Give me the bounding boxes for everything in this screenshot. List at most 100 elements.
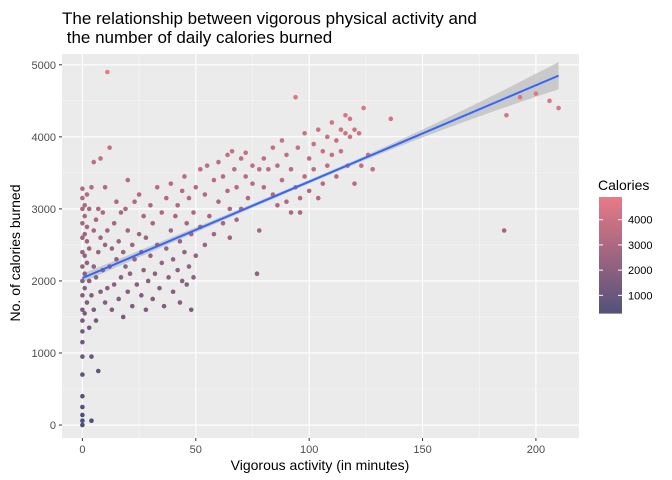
data-point [211, 177, 217, 183]
legend-color-segment [599, 275, 622, 279]
data-point [170, 257, 176, 262]
data-point [211, 231, 217, 237]
data-point [256, 166, 262, 172]
data-point [157, 285, 162, 291]
data-point [109, 307, 115, 313]
data-point [80, 264, 85, 269]
y-tick-label: 2000 [32, 276, 56, 288]
chart-title-line-2: the number of daily calories burned [62, 28, 332, 47]
data-point [125, 177, 131, 183]
data-point [143, 235, 149, 241]
data-point [261, 184, 267, 190]
data-point [159, 260, 165, 266]
legend-color-segment [599, 247, 622, 251]
data-point [177, 300, 183, 305]
data-point [84, 260, 90, 266]
data-point [343, 130, 348, 136]
data-point [114, 199, 119, 204]
legend-labels: 4000 3000 2000 1000 [628, 215, 652, 303]
data-point [91, 159, 97, 165]
data-point [270, 145, 276, 150]
data-point [179, 278, 185, 284]
x-tick-label: 200 [527, 444, 545, 456]
data-point [266, 166, 271, 172]
data-point [293, 94, 298, 100]
data-point [306, 156, 312, 161]
data-point [193, 184, 199, 190]
data-point [123, 264, 128, 269]
data-point [288, 166, 294, 172]
major-gridlines [62, 54, 579, 438]
data-point [352, 127, 357, 132]
data-point [245, 195, 251, 201]
data-point [275, 202, 280, 208]
data-point [279, 138, 285, 143]
data-point [129, 242, 135, 248]
data-point [80, 195, 85, 201]
data-point [89, 184, 94, 190]
data-point [84, 192, 90, 197]
data-point [347, 134, 353, 140]
data-point [102, 300, 108, 305]
data-point [100, 210, 106, 215]
data-point [141, 267, 146, 273]
legend-color-segment [599, 232, 622, 236]
data-point [82, 271, 87, 277]
data-point [80, 393, 85, 399]
data-point [256, 228, 262, 233]
legend-color-segment [599, 255, 622, 259]
data-point [132, 257, 137, 262]
legend-color-segment [599, 237, 622, 241]
data-point [80, 186, 85, 192]
data-point [95, 206, 101, 212]
legend-color-segment [599, 302, 622, 307]
data-point [125, 289, 131, 295]
data-point [86, 278, 92, 284]
data-point [175, 267, 180, 273]
data-point [80, 422, 85, 428]
data-point [188, 307, 194, 313]
data-point [118, 210, 124, 215]
data-point [84, 239, 90, 244]
data-point [93, 275, 99, 280]
data-point [82, 202, 87, 208]
legend-color-segment [599, 272, 622, 276]
legend-color-segment [599, 244, 622, 249]
data-point [91, 228, 97, 233]
data-point [80, 339, 85, 345]
legend-color-segment [599, 214, 622, 218]
legend-color-segment [599, 257, 622, 261]
legend-color-segment [599, 219, 622, 223]
data-point [170, 289, 176, 295]
y-axis-title: No. of calories burned [7, 185, 23, 322]
data-point [334, 138, 339, 143]
data-point [388, 116, 394, 122]
data-point [338, 148, 344, 154]
legend-color-segment [599, 297, 622, 301]
data-point [329, 120, 335, 125]
y-tick-label: 5000 [32, 60, 56, 72]
data-point [311, 166, 316, 172]
legend-color-segment [599, 260, 622, 264]
data-point [334, 174, 339, 179]
data-point [134, 282, 140, 287]
data-point [109, 246, 115, 251]
data-point [84, 224, 90, 230]
data-point [501, 228, 507, 233]
data-point [111, 221, 117, 226]
data-point [284, 199, 289, 204]
legend-color-segment [599, 280, 622, 284]
legend-label: 3000 [628, 240, 652, 252]
data-point [547, 98, 552, 104]
data-point [173, 213, 178, 219]
data-point [164, 246, 169, 251]
legend-color-segment [599, 295, 622, 299]
legend-color-segment [599, 229, 622, 233]
data-point [98, 289, 103, 295]
data-point [111, 282, 117, 287]
data-point [80, 307, 85, 313]
data-point [139, 293, 144, 298]
legend-color-segment [599, 227, 622, 231]
legend-color-segment [599, 300, 622, 304]
data-point [220, 174, 226, 179]
